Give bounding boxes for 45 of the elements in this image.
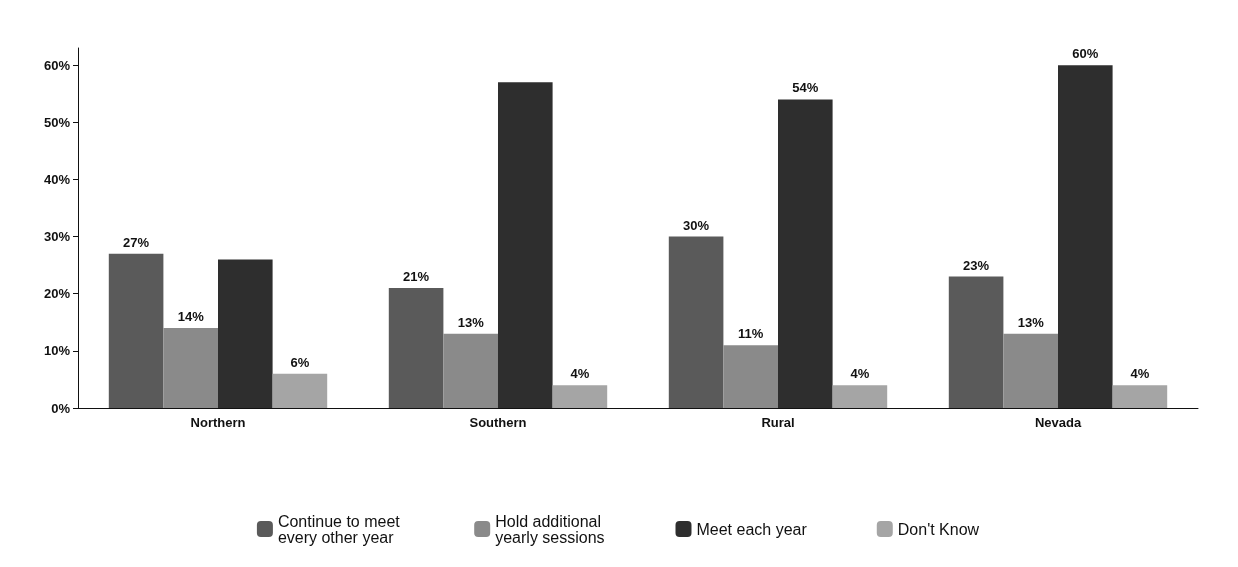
bar bbox=[218, 259, 273, 408]
legend-label: Meet each year bbox=[696, 520, 808, 538]
y-tick-label: 60% bbox=[43, 57, 71, 73]
data-label: 30% bbox=[683, 217, 710, 233]
data-label: 11% bbox=[738, 326, 764, 342]
bar bbox=[443, 333, 498, 408]
bar bbox=[272, 373, 328, 408]
x-tick-label: Southern bbox=[469, 415, 527, 430]
x-tick-label: Rural bbox=[761, 415, 795, 430]
bar bbox=[778, 99, 833, 408]
bar bbox=[1058, 65, 1113, 408]
y-tick-label: 40% bbox=[43, 171, 71, 187]
bar bbox=[108, 253, 164, 408]
legend-label: Don't Know bbox=[897, 520, 980, 538]
bar bbox=[552, 385, 608, 408]
legend-label: Continue to meet every other year bbox=[277, 512, 405, 546]
data-label: 4% bbox=[1130, 366, 1150, 382]
data-label: 13% bbox=[457, 314, 485, 330]
data-label: 23% bbox=[963, 257, 990, 273]
data-label: 54% bbox=[792, 80, 819, 96]
x-tick-label: Northern bbox=[190, 415, 246, 430]
data-label: 13% bbox=[1017, 314, 1045, 330]
x-tick-label: Nevada bbox=[1034, 415, 1082, 430]
data-label: 27% bbox=[123, 234, 150, 250]
bar bbox=[668, 236, 724, 408]
bar bbox=[948, 276, 1004, 408]
bar bbox=[1112, 385, 1168, 408]
data-label: 4% bbox=[850, 366, 870, 382]
y-tick-label: 10% bbox=[43, 343, 71, 359]
data-label: 4% bbox=[570, 366, 590, 382]
bar bbox=[388, 288, 444, 408]
bar bbox=[498, 82, 553, 408]
legend-label: Hold additional yearly sessions bbox=[495, 512, 606, 546]
y-tick-label: 0% bbox=[51, 400, 71, 416]
data-label: 60% bbox=[1072, 46, 1099, 62]
bar bbox=[832, 385, 888, 408]
data-label: 21% bbox=[403, 269, 430, 284]
bar bbox=[1003, 333, 1058, 408]
data-label: 14% bbox=[177, 309, 205, 324]
y-tick-label: 30% bbox=[43, 229, 71, 245]
y-tick-label: 50% bbox=[43, 114, 71, 130]
bar bbox=[723, 345, 778, 408]
bar bbox=[163, 328, 218, 408]
y-tick-label: 20% bbox=[43, 286, 71, 302]
data-label: 6% bbox=[290, 354, 310, 370]
